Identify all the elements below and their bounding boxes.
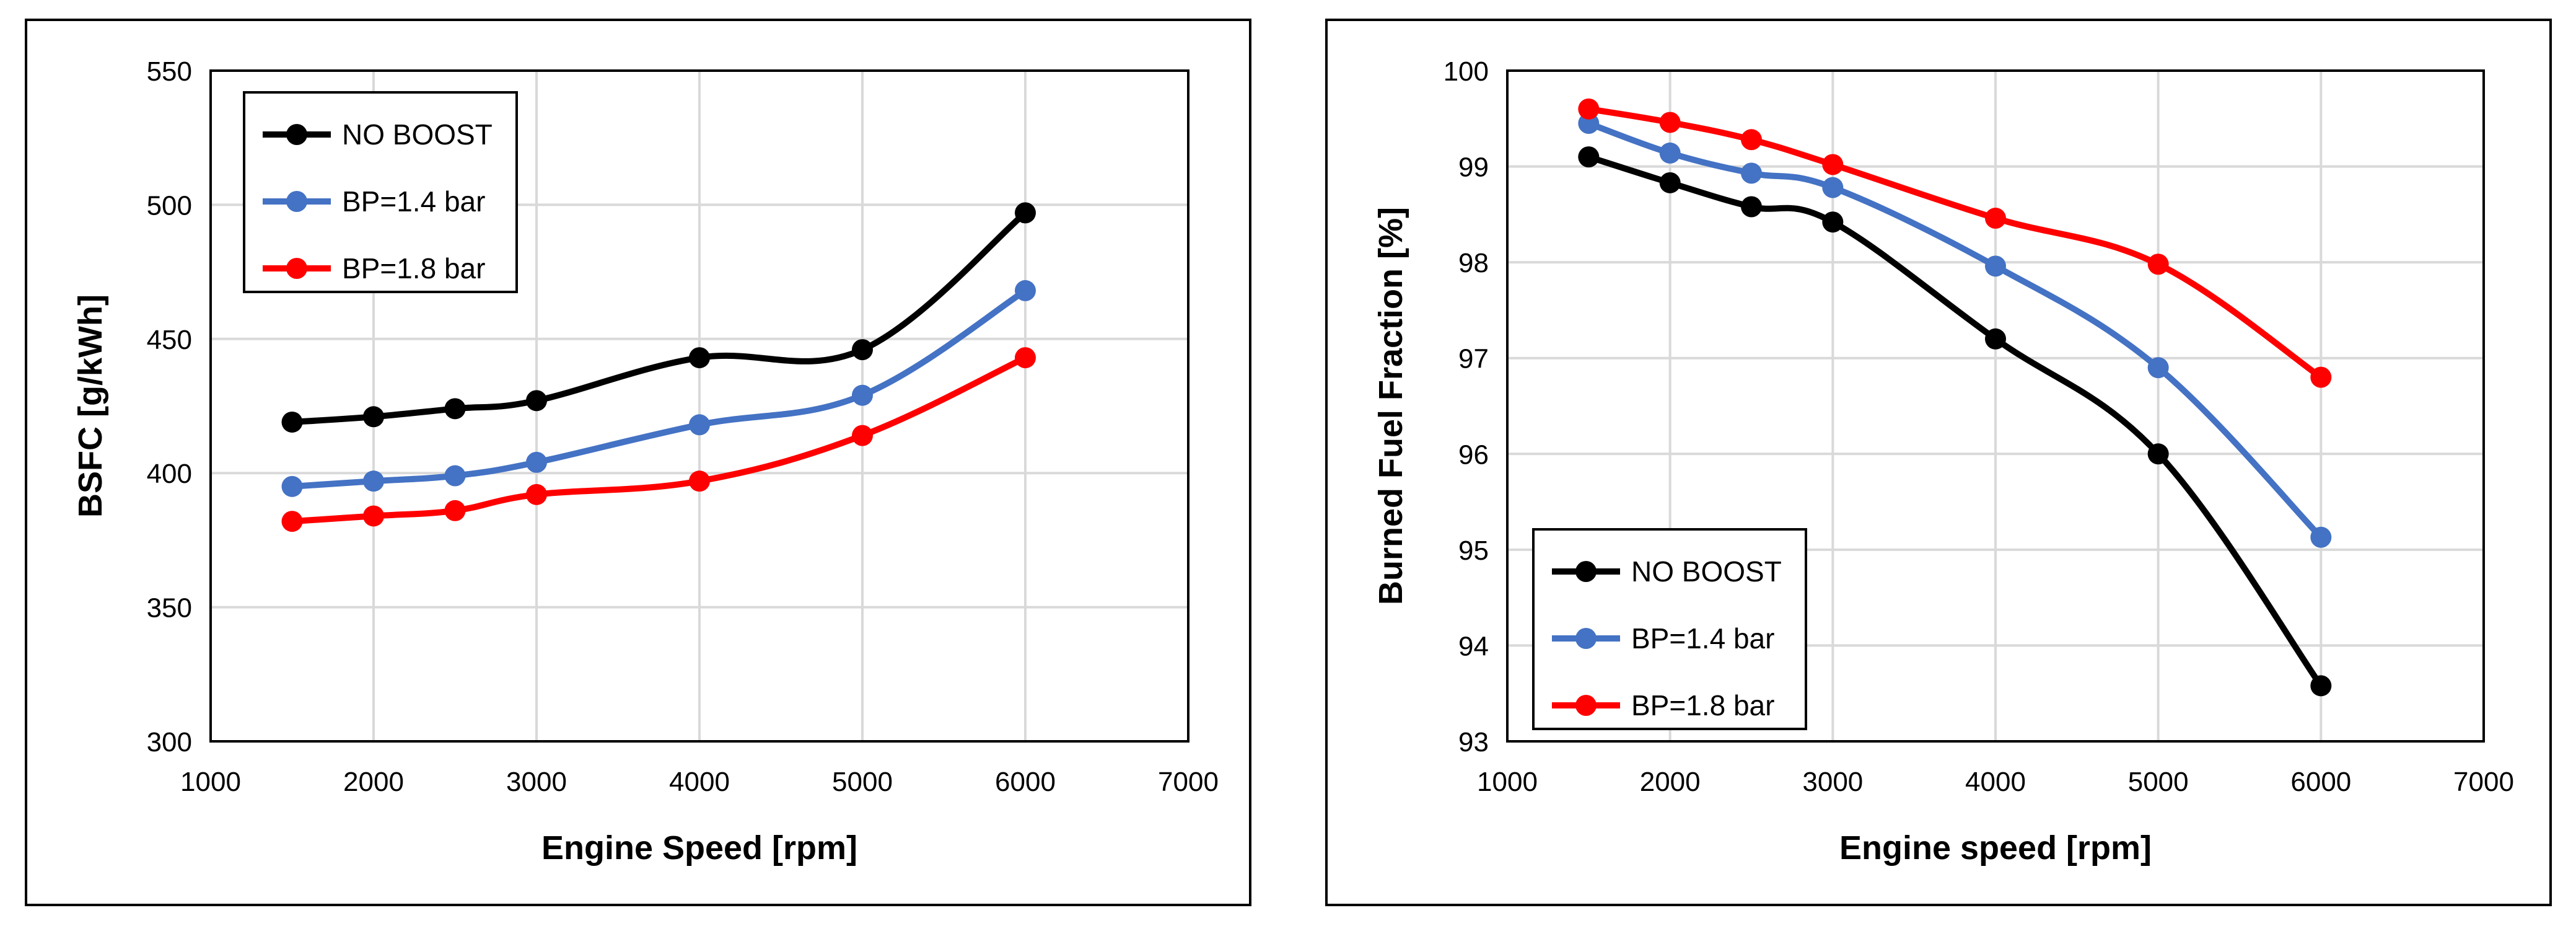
data-point-bp-1-4-bar xyxy=(689,414,710,436)
plot-area-border xyxy=(209,69,1189,743)
data-point-no-boost xyxy=(1015,202,1036,224)
data-point-bp-1-4-bar xyxy=(1822,177,1844,198)
y-tick-label: 550 xyxy=(147,56,192,87)
data-point-no-boost xyxy=(1822,211,1844,233)
data-point-no-boost xyxy=(1578,146,1600,168)
data-point-bp-1-4-bar xyxy=(2310,526,2332,548)
legend-label-bp-1-4-bar: BP=1.4 bar xyxy=(1631,622,1774,655)
legend-box xyxy=(243,91,518,293)
y-tick-label: 350 xyxy=(147,593,192,624)
x-tick-label: 7000 xyxy=(2453,767,2514,797)
x-tick-label: 3000 xyxy=(1802,767,1863,797)
data-point-bp-1-8-bar xyxy=(689,470,710,492)
y-tick-label: 96 xyxy=(1458,439,1489,470)
data-point-no-boost xyxy=(1985,328,2006,350)
chart-panel-burned-fuel-fraction: 1000 2000 3000 4000 5000 6000 7000 93 94 95 96 97 98… xyxy=(1325,19,2552,906)
legend-marker-bp-1-4-bar xyxy=(286,191,307,212)
data-point-bp-1-8-bar xyxy=(852,425,873,446)
series-line-bp-1-4-bar xyxy=(1585,120,2324,541)
data-point-no-boost xyxy=(1741,196,1762,218)
y-tick-label: 450 xyxy=(147,325,192,355)
legend-box xyxy=(1532,528,1807,730)
series-line-no-boost xyxy=(289,210,1028,425)
data-point-bp-1-8-bar xyxy=(1015,347,1036,369)
data-point-bp-1-4-bar xyxy=(526,451,547,473)
chart-burned-fuel-fraction: 1000 2000 3000 4000 5000 6000 7000 93 94 95 96 97 98… xyxy=(1372,56,2514,867)
data-point-bp-1-8-bar xyxy=(526,483,547,505)
y-tick-label: 97 xyxy=(1458,344,1489,374)
legend-marker-no-boost xyxy=(286,124,307,145)
data-point-no-boost xyxy=(526,390,547,412)
data-point-bp-1-8-bar xyxy=(444,500,466,521)
legend-label-bp-1-8-bar: BP=1.8 bar xyxy=(342,252,485,285)
data-point-bp-1-4-bar xyxy=(1015,280,1036,301)
y-tick-label: 98 xyxy=(1458,248,1489,278)
legend-label-no-boost: NO BOOST xyxy=(1631,555,1782,588)
y-tick-label: 500 xyxy=(147,190,192,221)
legend-label-bp-1-8-bar: BP=1.8 bar xyxy=(1631,689,1774,721)
legend-marker-no-boost xyxy=(1575,561,1597,582)
x-tick-label: 1000 xyxy=(180,767,241,797)
y-tick-label: 94 xyxy=(1458,631,1489,661)
x-tick-label: 7000 xyxy=(1158,767,1219,797)
x-axis-title: Engine speed [rpm] xyxy=(1839,829,2152,867)
data-point-bp-1-4-bar xyxy=(1741,162,1762,184)
data-point-bp-1-4-bar xyxy=(444,465,466,487)
data-point-bp-1-8-bar xyxy=(1822,154,1844,175)
legend-marker-bp-1-4-bar xyxy=(1575,628,1597,649)
legend-label-no-boost: NO BOOST xyxy=(342,118,493,151)
data-point-bp-1-8-bar xyxy=(1578,98,1600,120)
legend-label-bp-1-4-bar: BP=1.4 bar xyxy=(342,185,485,218)
data-point-bp-1-4-bar xyxy=(1985,255,2006,277)
data-point-no-boost xyxy=(363,406,384,428)
series-line-bp-1-8-bar xyxy=(289,355,1028,525)
data-point-no-boost xyxy=(2310,675,2332,697)
data-point-bp-1-8-bar xyxy=(1985,208,2006,229)
data-point-no-boost xyxy=(444,398,466,420)
series-line-no-boost xyxy=(1585,154,2324,689)
legend-marker-bp-1-8-bar xyxy=(1575,695,1597,716)
chart-bsfc: 1000 2000 3000 4000 5000 6000 7000 300 350 400 450… xyxy=(72,56,1219,867)
data-point-bp-1-8-bar xyxy=(2147,254,2169,275)
y-tick-label: 99 xyxy=(1458,152,1489,183)
data-point-no-boost xyxy=(1659,172,1681,193)
y-axis-title: Burned Fuel Fraction [%] xyxy=(1372,207,1409,605)
data-point-bp-1-4-bar xyxy=(1659,142,1681,164)
y-tick-label: 95 xyxy=(1458,536,1489,566)
data-point-bp-1-4-bar xyxy=(852,384,873,406)
data-point-no-boost xyxy=(281,411,303,433)
y-tick-label: 300 xyxy=(147,727,192,757)
data-point-no-boost xyxy=(689,347,710,369)
x-tick-label: 2000 xyxy=(343,767,404,797)
x-tick-label: 3000 xyxy=(506,767,567,797)
x-tick-label: 6000 xyxy=(995,767,1056,797)
data-point-bp-1-8-bar xyxy=(1741,129,1762,151)
data-point-bp-1-4-bar xyxy=(281,475,303,497)
data-point-no-boost xyxy=(852,339,873,361)
chart-panel-bsfc: 1000 2000 3000 4000 5000 6000 7000 300 350 400 450… xyxy=(25,19,1251,906)
data-point-bp-1-8-bar xyxy=(1659,112,1681,133)
y-tick-label: 100 xyxy=(1444,56,1489,87)
data-point-bp-1-4-bar xyxy=(2147,357,2169,379)
data-point-bp-1-8-bar xyxy=(2310,366,2332,388)
data-point-bp-1-4-bar xyxy=(363,470,384,492)
y-tick-label: 93 xyxy=(1458,727,1489,757)
legend-marker-bp-1-8-bar xyxy=(286,258,307,279)
data-point-no-boost xyxy=(2147,443,2169,465)
x-tick-label: 5000 xyxy=(2128,767,2189,797)
data-point-bp-1-8-bar xyxy=(363,505,384,527)
x-tick-label: 2000 xyxy=(1640,767,1701,797)
x-tick-label: 5000 xyxy=(832,767,893,797)
x-tick-label: 4000 xyxy=(669,767,730,797)
x-tick-label: 4000 xyxy=(1965,767,2026,797)
series-line-bp-1-4-bar xyxy=(289,287,1028,490)
x-tick-label: 1000 xyxy=(1477,767,1538,797)
plot-area-border xyxy=(1506,69,2485,743)
x-tick-label: 6000 xyxy=(2290,767,2351,797)
x-axis-title: Engine Speed [rpm] xyxy=(541,829,857,867)
series-line-bp-1-8-bar xyxy=(1585,105,2324,381)
y-tick-label: 400 xyxy=(147,459,192,489)
data-point-bp-1-8-bar xyxy=(281,511,303,532)
y-axis-title: BSFC [g/kWh] xyxy=(72,294,109,518)
